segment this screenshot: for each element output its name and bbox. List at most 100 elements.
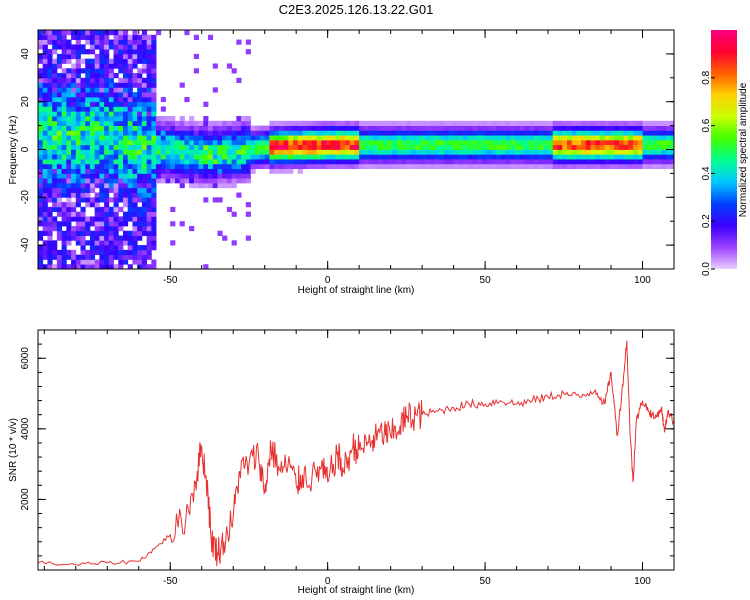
- spectrogram-cell: [496, 139, 502, 146]
- spectrogram-cell: [89, 216, 96, 222]
- spectrogram-cell: [127, 168, 133, 174]
- spectrogram-cell: [458, 159, 464, 165]
- spectrogram-cell: [444, 149, 450, 155]
- spectrogram-cell: [179, 149, 185, 155]
- spectrogram-cell: [118, 168, 124, 174]
- spectrogram-cell: [236, 144, 242, 150]
- spectrogram-cell: [326, 144, 332, 150]
- spectrogram-cell: [71, 254, 77, 260]
- spectrogram-cell: [85, 230, 91, 236]
- spectrogram-cell: [108, 259, 114, 265]
- spectrogram-cell: [71, 182, 77, 189]
- spectrogram-cell: [349, 130, 355, 136]
- spectrogram-cell: [614, 120, 620, 126]
- spectrogram-cell: [113, 221, 119, 227]
- spectrogram-cell: [118, 68, 124, 74]
- spectrogram-cell: [576, 154, 582, 160]
- spectrogram-cell: [137, 39, 143, 45]
- spectrogram-cell: [127, 182, 133, 189]
- spectrogram-cell: [141, 206, 148, 213]
- spectrogram-cell: [538, 144, 544, 150]
- spectrogram-cell: [496, 149, 502, 155]
- spectrogram-cell: [259, 130, 266, 136]
- spectrogram-cell: [647, 125, 653, 131]
- spectrogram-cell: [80, 230, 86, 236]
- spectrogram-cell: [208, 144, 214, 150]
- spectrogram-cell: [429, 159, 436, 165]
- spectrogram-cell: [226, 130, 233, 136]
- spectrogram-cell: [141, 77, 148, 83]
- spectrogram-cell: [623, 120, 629, 126]
- spectrogram-cell: [61, 106, 67, 112]
- spectrogram-cell: [510, 149, 516, 155]
- spectrogram-cell: [61, 259, 67, 265]
- spectrogram-cell: [56, 96, 63, 103]
- spectrogram-cell: [141, 163, 148, 170]
- spectrogram-cell: [52, 245, 58, 251]
- spectrogram-cell: [80, 34, 86, 40]
- spectrogram-cell: [595, 130, 601, 136]
- spectrogram-cell: [151, 34, 157, 40]
- spectrogram-cell: [316, 149, 322, 155]
- spectrogram-cell: [56, 58, 63, 64]
- spectrogram-cell: [415, 163, 421, 170]
- spectrogram-cell: [75, 87, 81, 93]
- spectrogram-cell: [543, 135, 549, 141]
- spectrogram-cell: [548, 120, 554, 126]
- spectrogram-cell: [52, 154, 58, 160]
- spectrogram-cell: [434, 159, 440, 165]
- spectrogram-cell: [127, 44, 133, 50]
- spectrogram-cell: [368, 135, 374, 141]
- spectrogram-cell: [99, 221, 105, 227]
- spectrogram-cell: [104, 106, 110, 112]
- spectrogram-cell: [411, 144, 417, 150]
- spectrogram-cell: [80, 192, 86, 198]
- spectrogram-cell: [108, 101, 114, 107]
- spectrogram-cell: [42, 111, 48, 117]
- spectrogram-cell: [61, 249, 67, 256]
- spectrogram-cell: [75, 106, 81, 112]
- spectrogram-cell: [89, 149, 96, 155]
- spectrogram-cell: [99, 235, 105, 241]
- spectrogram-cell: [47, 39, 53, 45]
- spectrogram-cell: [113, 154, 119, 160]
- spectrogram-cell: [99, 63, 105, 69]
- spectrogram-cell: [38, 144, 44, 150]
- spectrogram-cell: [52, 144, 58, 150]
- spectrogram-cell: [524, 120, 530, 126]
- spectrogram-cell: [118, 235, 124, 241]
- spectrogram-cell: [623, 125, 629, 131]
- spectrogram-cell: [104, 206, 110, 213]
- spectrogram-cell: [392, 120, 398, 126]
- spectrogram-cell: [99, 187, 105, 193]
- spectrogram-cell: [104, 87, 110, 93]
- spectrogram-cell: [61, 49, 67, 55]
- spectrogram-cell: [118, 49, 124, 55]
- spectrogram-cell: [94, 178, 100, 184]
- spectrogram-cell: [42, 68, 48, 74]
- spectrogram-cell: [307, 120, 313, 126]
- spectrogram-cell: [47, 53, 53, 60]
- spectrogram-cell: [141, 144, 148, 150]
- spectrogram-cell: [71, 53, 77, 60]
- spectrogram-cell: [269, 149, 275, 155]
- spectrogram-cell: [236, 168, 242, 174]
- y-tick-label: -40: [20, 237, 31, 252]
- spectrogram-cell: [132, 106, 138, 112]
- spectrogram-cell: [85, 168, 91, 174]
- spectrogram-cell: [656, 163, 662, 170]
- spectrogram-cell: [80, 216, 86, 222]
- spectrogram-cell: [66, 178, 72, 184]
- spectrogram-cell: [595, 125, 601, 131]
- spectrogram-cell: [297, 149, 303, 155]
- spectrogram-cell: [137, 34, 143, 40]
- spectrogram-cell: [500, 130, 506, 136]
- spectrogram-cell: [47, 245, 53, 251]
- spectrogram-cell: [71, 230, 77, 236]
- spectrogram-cell: [104, 58, 110, 64]
- spectrogram-cell: [571, 144, 577, 150]
- spectrogram-cell: [108, 139, 114, 146]
- spectrogram-cell: [156, 144, 162, 150]
- spectrogram-cell: [42, 39, 48, 45]
- spectrogram-cell: [283, 154, 289, 160]
